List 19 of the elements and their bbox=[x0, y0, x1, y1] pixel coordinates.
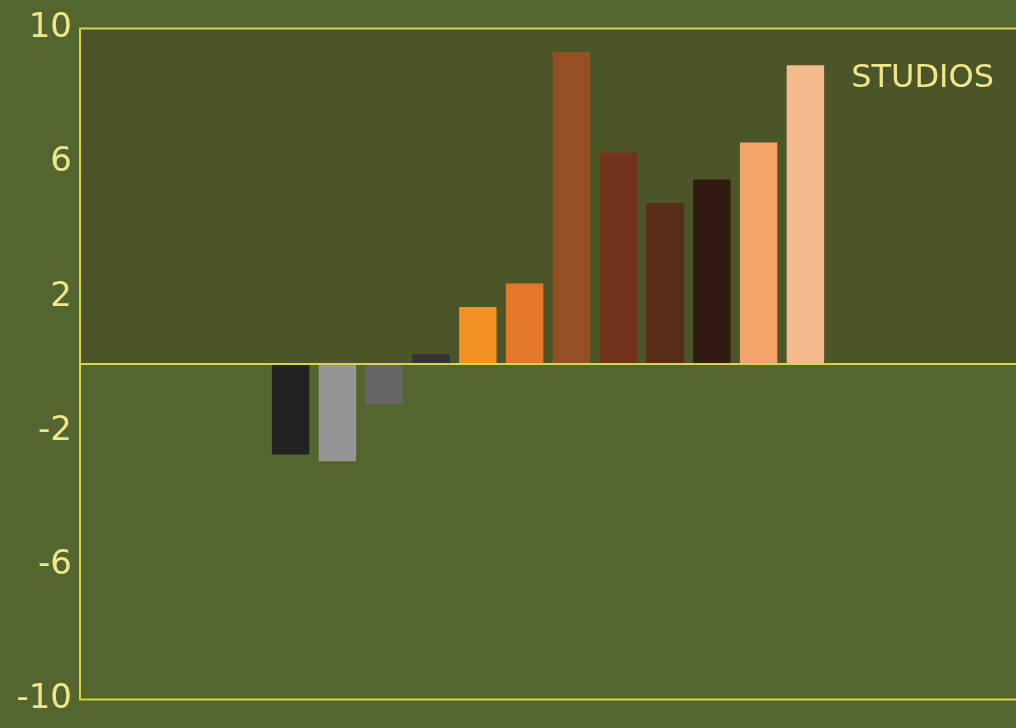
y-tick-label: 10 bbox=[28, 5, 72, 46]
bar bbox=[739, 142, 778, 364]
y-tick-label: -2 bbox=[38, 407, 72, 448]
bar bbox=[693, 179, 731, 364]
bar bbox=[412, 353, 450, 364]
y-tick-label: -6 bbox=[38, 542, 72, 583]
bar bbox=[786, 65, 825, 364]
bar bbox=[599, 152, 637, 364]
bar bbox=[365, 364, 403, 405]
bar bbox=[646, 202, 684, 364]
annotation: STUDIOS bbox=[851, 56, 994, 95]
y-tick-label: 2 bbox=[50, 273, 72, 314]
bar bbox=[459, 306, 497, 364]
bar bbox=[505, 283, 544, 364]
y-tick-label: 6 bbox=[50, 139, 72, 180]
bar bbox=[318, 364, 357, 462]
bar bbox=[552, 51, 591, 364]
bar bbox=[271, 364, 310, 455]
y-tick-label: -10 bbox=[16, 676, 72, 717]
